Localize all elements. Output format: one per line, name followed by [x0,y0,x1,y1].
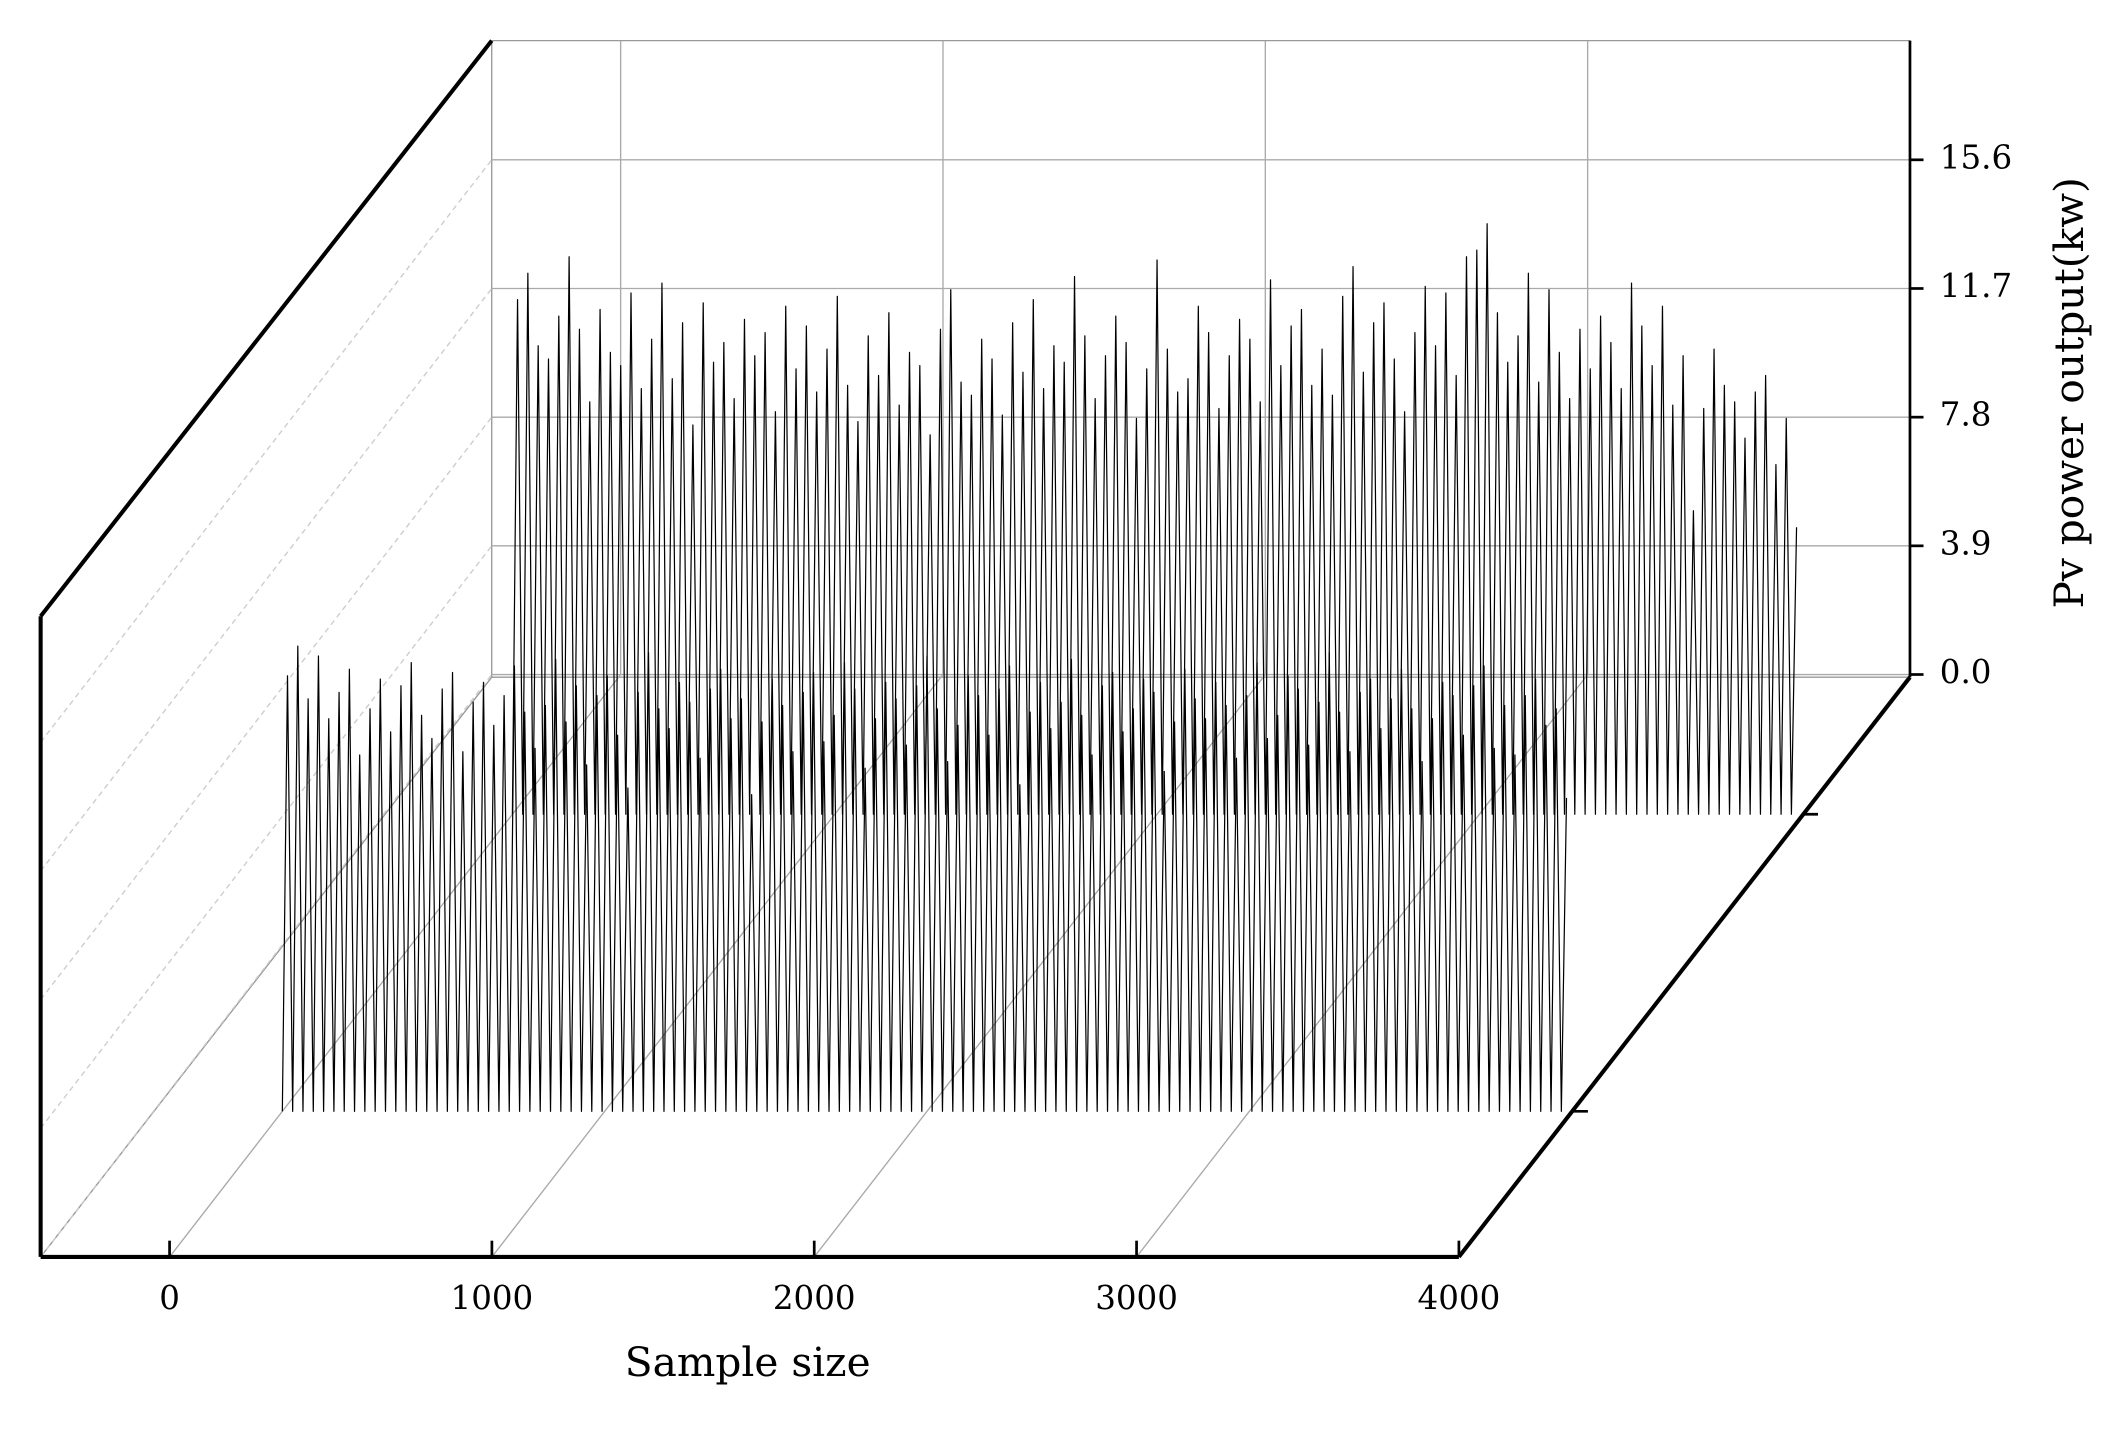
y-tick-label: 0.0 [1940,653,1992,691]
left-wall [40,40,492,1257]
left-top-edge [39,39,494,618]
series-line [281,645,1568,1112]
y-axis-title: Pv power output(kw) [2045,177,2093,608]
axes [38,39,1912,1259]
x-tick-label: 0 [159,1279,180,1317]
x-axis-title: Sample size [625,1338,871,1386]
series-line [511,223,1798,815]
x-tick-label: 2000 [773,1279,856,1317]
y-tick-label: 11.7 [1940,267,2012,305]
y-tick-label: 3.9 [1940,524,1992,562]
labels: 0.0 3.9 7.8 11.7 15.6 0 1000 2000 3000 4000 [159,138,2012,1316]
x-tick-label: 4000 [1418,1279,1501,1317]
x-tick-label: 1000 [451,1279,534,1317]
grid-line [813,674,1266,1258]
y-tick-label: 7.8 [1940,396,1992,434]
grid-line [169,674,622,1258]
frame [40,39,1910,1258]
x-tick-label: 3000 [1095,1279,1178,1317]
depth-axis-line [1457,675,1912,1259]
left-floor-edge [40,676,493,1258]
plot-area [281,223,1798,1112]
y-tick-label: 15.6 [1940,138,2012,176]
